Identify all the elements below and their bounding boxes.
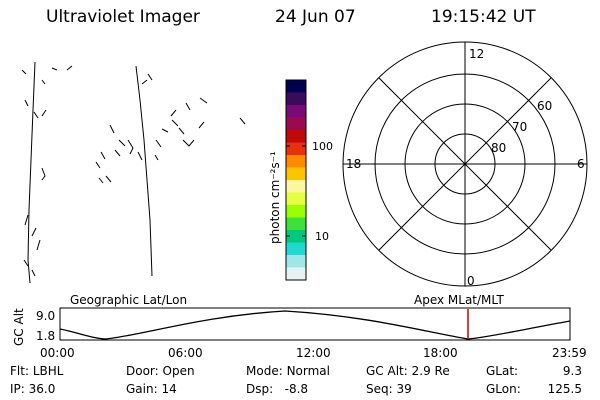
colorbar-segment xyxy=(286,92,306,106)
mlat-label-70: 70 xyxy=(512,120,527,134)
altitude-track-line xyxy=(59,310,571,340)
status-seq: Seq: 39 xyxy=(366,382,412,396)
altitude-tick-min: 1.8 xyxy=(36,329,55,343)
colorbar-frame xyxy=(285,79,307,281)
colorbar-segment xyxy=(286,130,306,143)
geographic-coords-title: Geographic Lat/Lon xyxy=(70,293,187,307)
status-glon: GLon: 125.5 xyxy=(486,382,582,396)
time-tick-0600: 06:00 xyxy=(168,346,203,360)
status-gain: Gain: 14 xyxy=(126,382,177,396)
mlat-label-80: 80 xyxy=(491,141,506,155)
time-tick-0000: 00:00 xyxy=(40,346,75,360)
colorbar-segment xyxy=(286,80,306,93)
colorbar-segment xyxy=(286,105,306,118)
colorbar-segment xyxy=(286,242,306,256)
intensity-colorbar xyxy=(285,79,307,281)
instrument-title: Ultraviolet Imager xyxy=(46,7,200,27)
polar-grid xyxy=(342,41,588,287)
status-glat: GLat: 9.3 xyxy=(486,364,582,378)
colorbar-segment xyxy=(286,155,306,168)
image-time: 19:15:42 UT xyxy=(431,7,536,27)
time-tick-1800: 18:00 xyxy=(423,346,458,360)
geographic-map-panel xyxy=(21,61,246,284)
colorbar-segment xyxy=(286,192,306,206)
time-tick-2359: 23:59 xyxy=(552,346,587,360)
colorbar-segment xyxy=(286,255,306,268)
colorbar-segment xyxy=(286,180,306,193)
colorbar-segment xyxy=(286,217,306,231)
status-gc-alt: GC Alt: 2.9 Re xyxy=(366,364,450,378)
mlt-label-12: 12 xyxy=(469,47,484,61)
mlt-label-6: 6 xyxy=(577,157,585,171)
image-date: 24 Jun 07 xyxy=(275,7,356,27)
altitude-tick-max: 9.0 xyxy=(36,309,55,323)
apex-coords-title: Apex MLat/MLT xyxy=(414,293,504,307)
colorbar-tick-100: 100 xyxy=(312,140,333,153)
status-door: Door: Open xyxy=(126,364,195,378)
status-filter: Flt: LBHL xyxy=(10,364,64,378)
altitude-track-frame xyxy=(59,307,571,341)
colorbar-segment xyxy=(286,230,306,243)
colorbar-segment xyxy=(286,142,306,156)
colorbar-segment xyxy=(286,205,306,218)
altitude-axis-label: GC Alt xyxy=(12,308,26,346)
colorbar-segment xyxy=(286,267,306,281)
colorbar-ticks xyxy=(286,145,306,237)
colorbar-segment xyxy=(286,117,306,131)
status-mode: Mode: Normal xyxy=(246,364,330,378)
time-tick-1200: 12:00 xyxy=(296,346,331,360)
mlat-label-60: 60 xyxy=(537,99,552,113)
colorbar-unit-label: photon cm⁻²s⁻¹ xyxy=(268,151,282,244)
colorbar-tick-10: 10 xyxy=(315,230,329,243)
status-dsp: Dsp: -8.8 xyxy=(246,382,309,396)
status-ip: IP: 36.0 xyxy=(10,382,56,396)
colorbar-segment xyxy=(286,167,306,181)
mlt-label-0: 0 xyxy=(467,274,475,288)
mlt-label-18: 18 xyxy=(346,157,361,171)
